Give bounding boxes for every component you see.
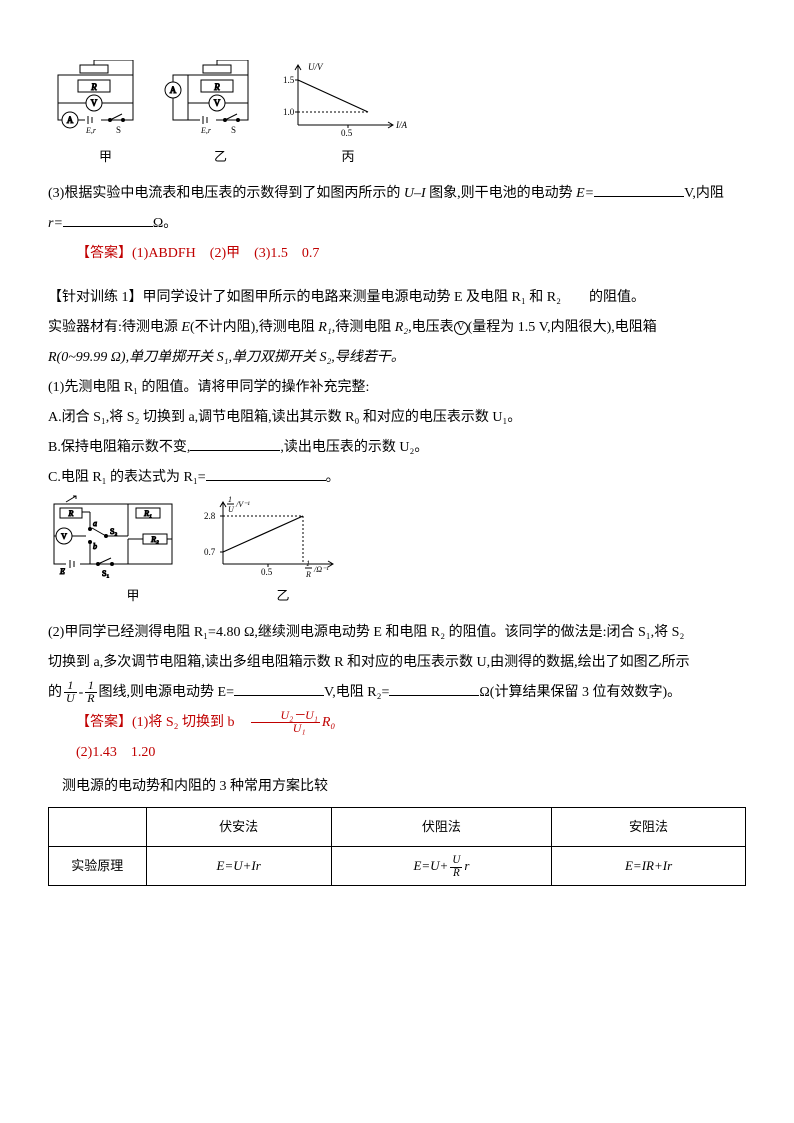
step-2a: (2)甲同学已经测得电阻 R₁=4.80 Ω,继续测电源电动势 E 和电阻 R₂… bbox=[48, 619, 746, 647]
step-2b: 切换到 a,多次调节电阻箱,读出多组电阻箱示数 R 和对应的电压表示数 U,由测… bbox=[48, 649, 746, 677]
caption-bing: 丙 bbox=[288, 144, 408, 170]
svg-text:/Ω⁻¹: /Ω⁻¹ bbox=[313, 565, 329, 574]
svg-text:U: U bbox=[228, 505, 235, 514]
svg-text:R: R bbox=[90, 82, 97, 92]
svg-text:R: R bbox=[68, 509, 74, 518]
svg-text:R: R bbox=[305, 570, 311, 579]
table-header-row: 伏安法 伏阻法 安阻法 bbox=[49, 808, 746, 847]
ytick-2.8: 2.8 bbox=[204, 511, 216, 521]
xtick-0.5b: 0.5 bbox=[261, 567, 273, 577]
blank-step-b bbox=[190, 437, 280, 451]
ytick-1.0: 1.0 bbox=[283, 107, 295, 117]
circuit-jia: R V A E,r S bbox=[48, 60, 143, 140]
caption-jia: 甲 bbox=[58, 144, 153, 170]
caption-row-2: 甲 乙 bbox=[48, 583, 746, 609]
blank-R2 bbox=[389, 682, 479, 696]
step-2c: 的1U-1R图线,则电源电动势 E=V,电阻 R₂=Ω(计算结果保留 3 位有效… bbox=[48, 679, 746, 707]
svg-text:A: A bbox=[67, 115, 74, 125]
svg-text:S₂: S₂ bbox=[110, 527, 117, 536]
step-1: (1)先测电阻 R₁ 的阻值。请将甲同学的操作补充完整: bbox=[48, 374, 746, 402]
circuit-yi: A R V E,r S bbox=[163, 60, 258, 140]
step-B: B.保持电阻箱示数不变,,读出电压表的示数 U₂。 bbox=[48, 434, 746, 462]
caption-yi: 乙 bbox=[173, 144, 268, 170]
svg-text:V: V bbox=[91, 98, 98, 108]
td-ar: E=IR+Ir bbox=[552, 847, 746, 886]
answer-2-line1: 【答案】(1)将 S₂ 切换到 b U₂－U₁U₁R₀ bbox=[48, 709, 746, 737]
svg-text:b: b bbox=[93, 542, 97, 551]
voltmeter-icon: V bbox=[454, 321, 468, 335]
svg-text:E,r: E,r bbox=[85, 126, 97, 135]
svg-text:R₁: R₁ bbox=[143, 509, 152, 518]
table-row: 实验原理 E=U+Ir E=U+URr E=IR+Ir bbox=[49, 847, 746, 886]
td-vr: E=U+URr bbox=[331, 847, 551, 886]
frac-answer: U₂－U₁U₁ bbox=[251, 710, 320, 735]
svg-text:a: a bbox=[93, 519, 97, 528]
question-3: (3)根据实验中电流表和电压表的示数得到了如图丙所示的 U–I 图象,则干电池的… bbox=[48, 180, 746, 208]
th-blank bbox=[49, 808, 147, 847]
blank-r bbox=[63, 213, 153, 227]
mid-diagrams: R R₁ V a b S₂ R₂ bbox=[48, 494, 746, 579]
blank-r1-expr bbox=[206, 467, 326, 481]
frac-1-r: 1R bbox=[85, 680, 96, 705]
svg-text:R₂: R₂ bbox=[150, 535, 159, 544]
graph-bing: U/V I/A 1.5 1.0 0.5 bbox=[278, 60, 408, 140]
th-vr: 伏阻法 bbox=[331, 808, 551, 847]
caption-yi-2: 乙 bbox=[218, 583, 348, 609]
step-C: C.电阻 R₁ 的表达式为 R₁=。 bbox=[48, 464, 746, 492]
question-3b: r=Ω。 bbox=[48, 210, 746, 238]
svg-text:E: E bbox=[59, 567, 65, 576]
methods-table: 伏安法 伏阻法 安阻法 实验原理 E=U+Ir E=U+URr E=IR+Ir bbox=[48, 807, 746, 886]
frac-1-u: 1U bbox=[64, 680, 77, 705]
svg-text:1: 1 bbox=[306, 559, 310, 568]
xtick-0.5: 0.5 bbox=[341, 128, 353, 138]
exercise-1-intro: 【针对训练 1】甲同学设计了如图甲所示的电路来测量电源电动势 E 及电阻 R₁ … bbox=[48, 284, 746, 312]
axis-label-i: I/A bbox=[395, 120, 407, 130]
answer-2-line2: (2)1.43 1.20 bbox=[48, 739, 746, 767]
circuit-jia-2: R R₁ V a b S₂ R₂ bbox=[48, 494, 178, 579]
axis-label-u: U/V bbox=[308, 62, 324, 72]
top-diagrams: R V A E,r S bbox=[48, 60, 746, 140]
th-ar: 安阻法 bbox=[552, 808, 746, 847]
exercise-1-materials: 实验器材有:待测电源 E(不计内阻),待测电阻 R₁,待测电阻 R₂,电压表V(… bbox=[48, 314, 746, 342]
svg-text:S₁: S₁ bbox=[102, 569, 109, 578]
answer-1: 【答案】(1)ABDFH (2)甲 (3)1.5 0.7 bbox=[48, 240, 746, 268]
svg-text:A: A bbox=[170, 85, 177, 95]
td-label: 实验原理 bbox=[49, 847, 147, 886]
td-va: E=U+Ir bbox=[146, 847, 331, 886]
svg-text:1: 1 bbox=[228, 495, 232, 504]
caption-jia-2: 甲 bbox=[68, 583, 198, 609]
ytick-1.5: 1.5 bbox=[283, 75, 295, 85]
svg-text:/V⁻¹: /V⁻¹ bbox=[235, 500, 250, 509]
svg-text:S: S bbox=[116, 125, 121, 135]
summary-title: 测电源的电动势和内阻的 3 种常用方案比较 bbox=[48, 773, 746, 801]
caption-row-1: 甲 乙 丙 bbox=[48, 144, 746, 170]
svg-text:R: R bbox=[213, 82, 220, 92]
ytick-0.7: 0.7 bbox=[204, 547, 216, 557]
blank-E bbox=[234, 682, 324, 696]
svg-text:V: V bbox=[214, 98, 221, 108]
step-A: A.闭合 S₁,将 S₂ 切换到 a,调节电阻箱,读出其示数 R₀ 和对应的电压… bbox=[48, 404, 746, 432]
exercise-1-materials-2: R(0~99.99 Ω),单刀单掷开关 S₁,单刀双掷开关 S₂,导线若干。 bbox=[48, 344, 746, 372]
graph-yi-2: 1U /V⁻¹ 2.8 0.7 0.5 1R /Ω⁻¹ bbox=[198, 494, 348, 579]
svg-text:E,r: E,r bbox=[200, 126, 212, 135]
th-va: 伏安法 bbox=[146, 808, 331, 847]
svg-text:S: S bbox=[231, 125, 236, 135]
svg-text:V: V bbox=[61, 532, 67, 541]
blank-emf bbox=[594, 183, 684, 197]
